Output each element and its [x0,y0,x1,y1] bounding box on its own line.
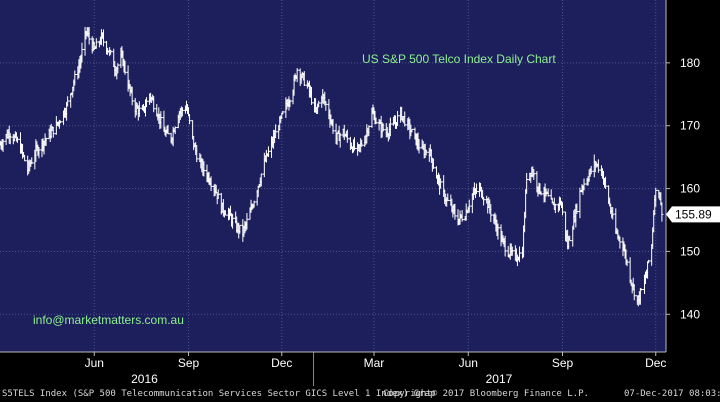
x-tick-label: Mar [364,356,385,370]
x-tick-label: Dec [271,356,292,370]
price-bars [0,26,664,307]
x-year-label: 2017 [486,372,513,386]
footer-copyright: Copyright© 2017 Bloomberg Finance L.P. [383,389,589,399]
x-tick-label: Sep [552,356,574,370]
chart-title: US S&P 500 Telco Index Daily Chart [362,52,556,66]
email-annotation: info@marketmatters.com.au [33,313,184,327]
x-tick-label: Dec [645,356,666,370]
last-value-text: 155.89 [675,207,712,221]
y-tick-label: 140 [680,307,700,321]
footer-security-description: S5TELS Index (S&P 500 Telecommunication … [2,389,436,399]
x-tick-label: Sep [178,356,200,370]
x-tick-label: Jun [459,356,478,370]
x-tick-label: Jun [85,356,104,370]
y-tick-label: 160 [680,182,700,196]
y-tick-label: 170 [680,119,700,133]
x-year-label: 2016 [131,372,158,386]
footer-bar: S5TELS Index (S&P 500 Telecommunication … [0,386,720,402]
last-value-label: 155.89 [666,206,720,223]
y-tick-label: 180 [680,56,700,70]
index-chart: 140 150 160 170 180 Jun Sep Dec Mar Jun Sep Dec 2016… [0,0,720,386]
y-tick-label: 150 [680,244,700,258]
plot-area [0,0,666,352]
footer-timestamp: 07-Dec-2017 08:03:31 [624,389,720,399]
last-value-box [666,206,720,223]
